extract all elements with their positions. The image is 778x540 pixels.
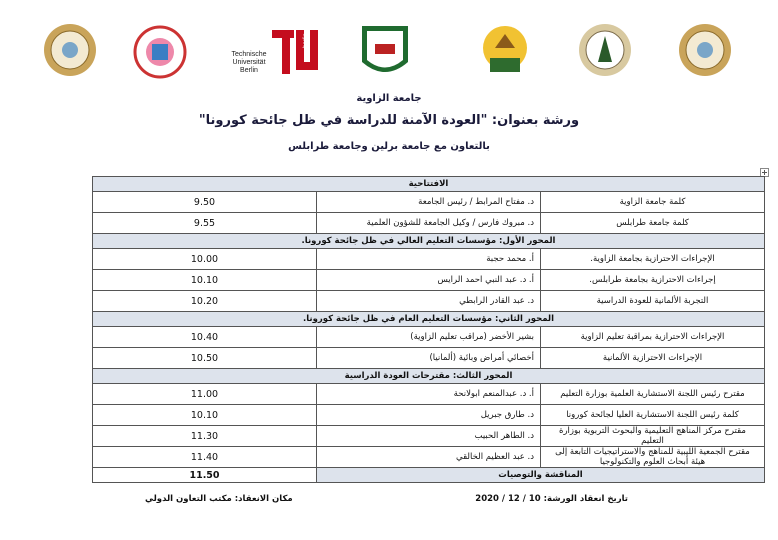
topic: كلمة جامعة الزاوية	[540, 191, 765, 213]
table-row: الإجراءات الاحترازية بجامعة الزاوية. أ. م…	[92, 248, 765, 270]
speaker: د. عبد العظيم الخالقي	[316, 446, 541, 468]
logo-text: Technische	[231, 51, 266, 58]
logo	[679, 24, 731, 76]
logo-row: Technische Universität Berlin berlin	[44, 24, 731, 79]
table-row: المناقشة والتوصيات 11.50	[92, 467, 765, 483]
table-row: كلمة جامعة الزاوية د. مفتاح المرابط / رئي…	[92, 191, 765, 213]
time: 10.10	[92, 269, 317, 291]
time: 10.00	[92, 248, 317, 270]
speaker: د. مبروك فارس / وكيل الجامعة للشؤون العل…	[316, 212, 541, 234]
topic: الإجراءات الاحترازية الألمانية	[540, 347, 765, 369]
topic: مقترح الجمعية الليبية للمناهج والاستراتي…	[540, 446, 765, 468]
time: 11.40	[92, 446, 317, 468]
logo	[44, 24, 96, 76]
heading: المناقشة والتوصيات	[316, 467, 765, 483]
university: جامعة الزاوية	[356, 93, 422, 104]
heading: المحور الأول: مؤسسات التعليم العالي في ظ…	[92, 233, 765, 249]
speaker: د. الطاهر الحبيب	[316, 425, 541, 447]
speaker: أ. د. عبد النبي احمد الرايس	[316, 269, 541, 291]
table-row: مقترح الجمعية الليبية للمناهج والاستراتي…	[92, 446, 765, 468]
speaker: أ. محمد حجبة	[316, 248, 541, 270]
venue: مكان الانعقاد: مكتب التعاون الدولي	[145, 494, 293, 504]
topic: التجربة الألمانية للعودة الدراسية	[540, 290, 765, 312]
table-row: المحور الثالث: مقترحات العودة الدراسية	[92, 368, 765, 384]
heading: الافتتاحية	[92, 176, 765, 192]
subtitle: بالتعاون مع جامعة برلين وجامعة طرابلس	[288, 141, 490, 152]
logo	[579, 24, 631, 76]
time: 9.55	[92, 212, 317, 234]
logo	[133, 25, 187, 79]
table-row: إجراءات الاحترازية بجامعة طرابلس. أ. د. ع…	[92, 269, 765, 291]
time: 11.00	[92, 383, 317, 405]
topic: كلمة جامعة طرابلس	[540, 212, 765, 234]
speaker: أ. د. عبدالمنعم ابولانحة	[316, 383, 541, 405]
time: 11.50	[92, 467, 317, 483]
logo-text: berlin	[303, 33, 309, 48]
logo-text: Berlin	[240, 67, 258, 74]
logo	[483, 26, 527, 72]
time: 11.30	[92, 425, 317, 447]
topic: كلمة رئيس اللجنة الاستشارية العليا لجائح…	[540, 404, 765, 426]
title: ورشة بعنوان: "العودة الآمنة للدراسة في ظ…	[198, 113, 580, 128]
topic: الإجراءات الاحترازية بجامعة الزاوية.	[540, 248, 765, 270]
table-handle	[760, 168, 769, 177]
table-row: الإجراءات الاحترازية الألمانية أخصائي أمر…	[92, 347, 765, 369]
speaker: د. عبد القادر الرابطي	[316, 290, 541, 312]
table-row: الإجراءات الاحترازية بمراقبة تعليم الزاو…	[92, 326, 765, 348]
logo	[362, 26, 408, 72]
speaker: د. طارق جبريل	[316, 404, 541, 426]
time: 9.50	[92, 191, 317, 213]
table-row: مقترح رئيس اللجنة الاستشارية العلمية بوز…	[92, 383, 765, 405]
time: 10.50	[92, 347, 317, 369]
time: 10.10	[92, 404, 317, 426]
heading: المحور الثالث: مقترحات العودة الدراسية	[92, 368, 765, 384]
program-table: الافتتاحية كلمة جامعة الزاوية د. مفتاح الم…	[92, 176, 765, 483]
table-row: المحور الثاني: مؤسسات التعليم العام في ظ…	[92, 311, 765, 327]
table-row: الافتتاحية	[92, 176, 765, 192]
time: 10.40	[92, 326, 317, 348]
speaker: بشير الأخضر (مراقب تعليم الزاوية)	[316, 326, 541, 348]
time: 10.20	[92, 290, 317, 312]
table-row: كلمة جامعة طرابلس د. مبروك فارس / وكيل ال…	[92, 212, 765, 234]
logo-text: Universität	[232, 59, 265, 66]
speaker: د. مفتاح المرابط / رئيس الجامعة	[316, 191, 541, 213]
table-row: مقترح مركز المناهج التعليمية والبحوث الت…	[92, 425, 765, 447]
table-row: كلمة رئيس اللجنة الاستشارية العليا لجائح…	[92, 404, 765, 426]
table-row: التجربة الألمانية للعودة الدراسية د. عبد …	[92, 290, 765, 312]
speaker: أخصائي أمراض وبائية (ألمانيا)	[316, 347, 541, 369]
date: تاريخ انعقاد الورشة: 10 / 12 / 2020	[475, 494, 628, 504]
heading: المحور الثاني: مؤسسات التعليم العام في ظ…	[92, 311, 765, 327]
topic: مقترح رئيس اللجنة الاستشارية العلمية بوز…	[540, 383, 765, 405]
topic: مقترح مركز المناهج التعليمية والبحوث الت…	[540, 425, 765, 447]
topic: إجراءات الاحترازية بجامعة طرابلس.	[540, 269, 765, 291]
logo: Technische Universität Berlin berlin	[231, 30, 318, 74]
topic: الإجراءات الاحترازية بمراقبة تعليم الزاو…	[540, 326, 765, 348]
table-row: المحور الأول: مؤسسات التعليم العالي في ظ…	[92, 233, 765, 249]
